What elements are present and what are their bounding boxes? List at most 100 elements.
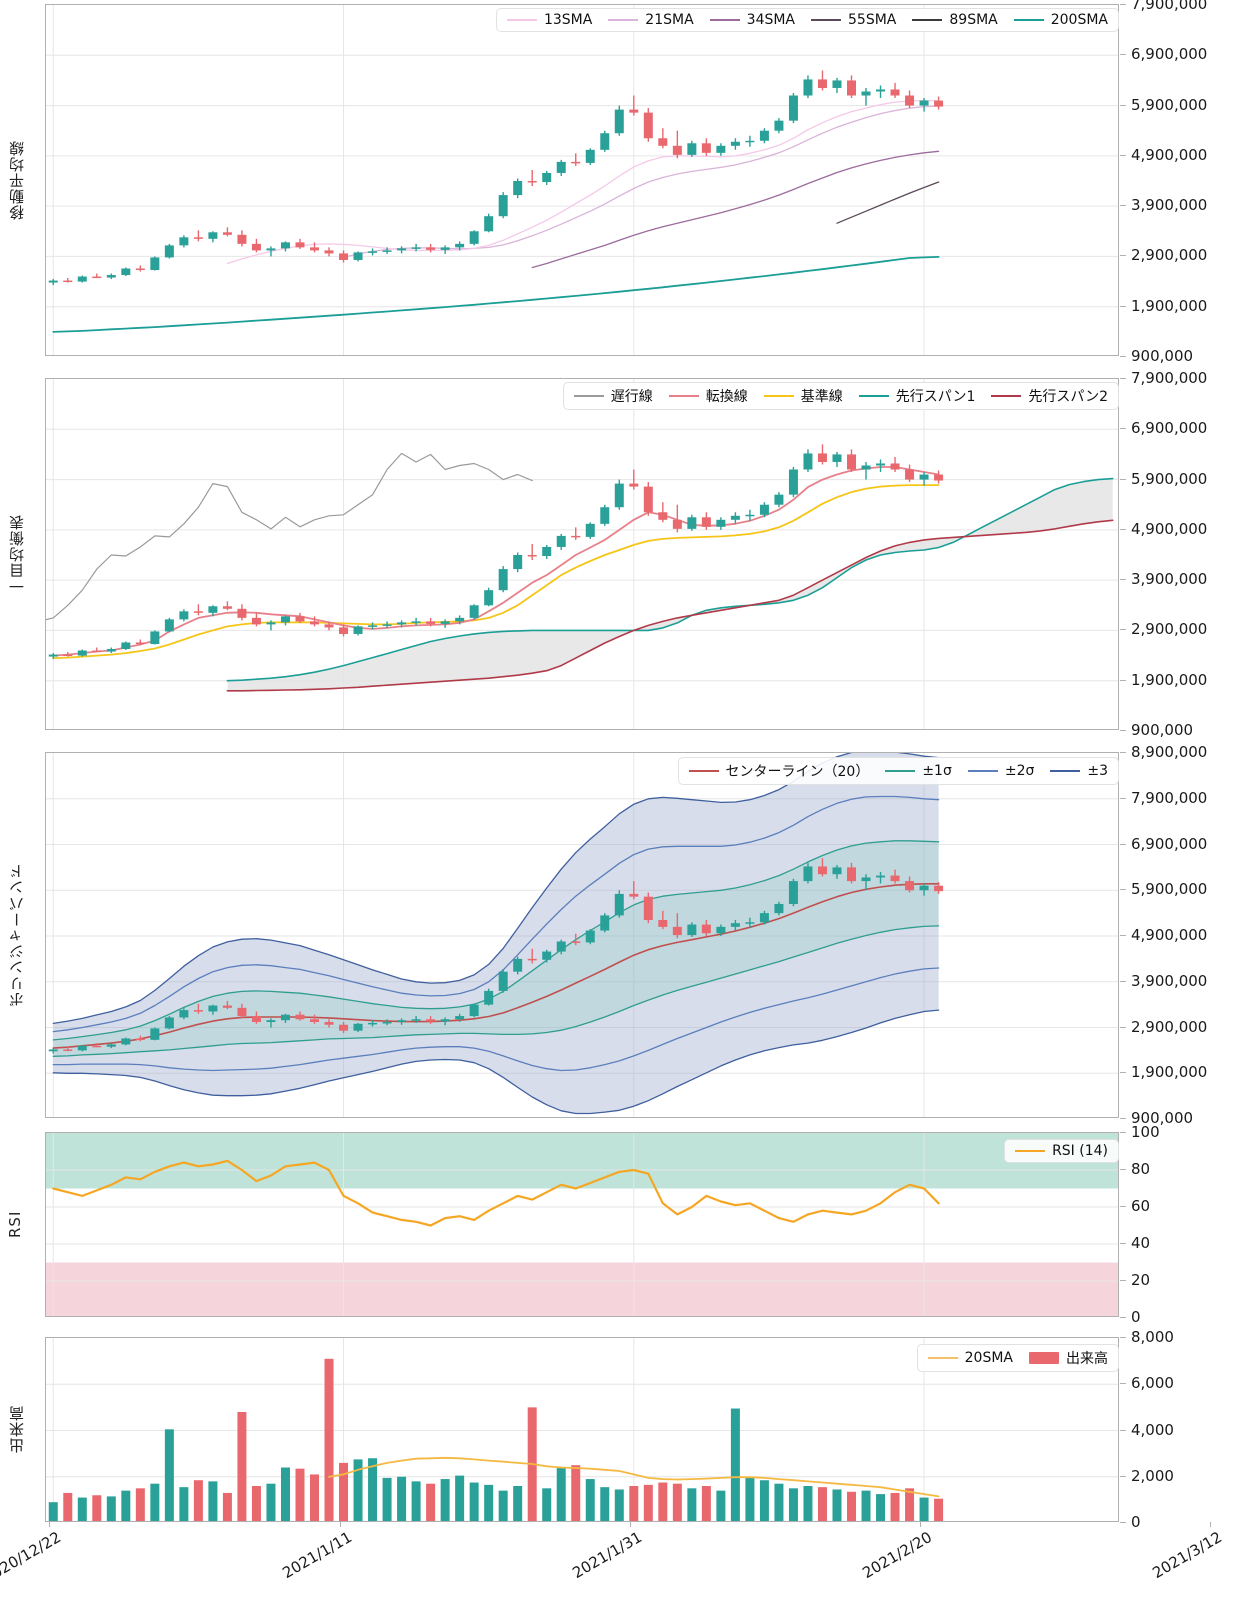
moving-average-y-tick: 5,900,000 [1131, 95, 1208, 114]
tick-mark [1120, 478, 1126, 480]
legend-label: ±1σ [922, 763, 952, 779]
rsi-y-axis-label: RSI [6, 1210, 24, 1239]
ichimoku-legend[interactable]: 遅行線 転換線 基準線 先行スパン1 先行スパン2 [562, 382, 1119, 410]
legend-item[interactable]: 200SMA [1013, 12, 1108, 28]
tick-mark [1120, 1243, 1126, 1244]
legend-label: 転換線 [705, 389, 748, 405]
tick-mark [1120, 305, 1126, 307]
bollinger-y-tick: 2,900,000 [1131, 1017, 1208, 1036]
legend-label: 13SMA [543, 12, 593, 28]
tick-mark [1120, 730, 1126, 731]
legend-item[interactable]: 21SMA [608, 12, 694, 28]
legend-swatch [763, 395, 794, 397]
moving-average-plot-area [45, 4, 1119, 356]
bollinger-y-tick: 3,900,000 [1131, 971, 1208, 990]
x-tick-mark [1210, 1522, 1212, 1527]
sma-legend[interactable]: 13SMA 21SMA 34SMA 55SMA 89SMA 200SMA [495, 8, 1119, 32]
legend-label: 先行スパン2 [1028, 389, 1108, 405]
legend-swatch [608, 19, 639, 21]
legend-label: ±2σ [1004, 763, 1035, 779]
ichimoku-y-tick: 3,900,000 [1131, 570, 1208, 589]
x-tick-mark [629, 1522, 631, 1527]
moving-average-y-tick: 3,900,000 [1131, 196, 1208, 215]
legend-item[interactable]: 遅行線 [573, 386, 653, 406]
legend-label: 34SMA [746, 12, 796, 28]
tick-mark [1120, 752, 1126, 753]
volume-legend[interactable]: 20SMA 出来高 [916, 1344, 1119, 1372]
tick-mark [1120, 1206, 1126, 1207]
tick-mark [1120, 1026, 1126, 1028]
legend-swatch [1029, 1352, 1059, 1364]
moving-average-y-tick: 1,900,000 [1131, 296, 1208, 315]
legend-swatch [1015, 1150, 1046, 1152]
legend-item[interactable]: ±2σ [967, 763, 1035, 779]
legend-item[interactable]: 34SMA [709, 12, 796, 28]
x-tick-mark [920, 1522, 922, 1527]
legend-item[interactable]: センターライン（20） [688, 761, 869, 781]
legend-swatch [912, 19, 943, 21]
legend-item[interactable]: 13SMA [506, 12, 593, 28]
tick-mark [1120, 528, 1126, 530]
rsi-y-tick: 20 [1131, 1271, 1151, 1289]
legend-item[interactable]: 基準線 [763, 386, 843, 406]
bollinger-y-tick: 6,900,000 [1131, 834, 1208, 853]
x-axis-tick-label: 2020/12/22 [0, 1528, 65, 1587]
ichimoku-y-axis-label: 一目均衡表 [8, 514, 26, 594]
bollinger-y-tick: 4,900,000 [1131, 926, 1208, 944]
legend-label: 出来高 [1066, 1351, 1108, 1367]
tick-mark [1120, 255, 1126, 257]
legend-swatch [967, 770, 998, 772]
bollinger-plot-area [45, 752, 1119, 1118]
legend-swatch [927, 1357, 958, 1359]
tick-mark [1120, 356, 1126, 357]
legend-label: 基準線 [800, 389, 843, 405]
ichimoku-y-tick: 4,900,000 [1131, 519, 1208, 538]
rsi-y-tick: 60 [1131, 1197, 1151, 1215]
tick-mark [1120, 579, 1126, 581]
legend-item[interactable]: 55SMA [811, 12, 896, 28]
tick-mark [1120, 1475, 1126, 1477]
x-tick-mark [49, 1522, 51, 1527]
rsi-y-tick: 100 [1131, 1123, 1160, 1141]
bollinger-legend[interactable]: センターライン（20） ±1σ ±2σ ±3 [677, 757, 1119, 785]
tick-mark [1120, 1169, 1126, 1170]
bollinger-y-axis-label: ボリンジャーバンド [8, 863, 26, 1007]
tick-mark [1120, 104, 1126, 106]
tick-mark [1120, 1132, 1126, 1133]
tick-mark [1120, 54, 1126, 56]
rsi-legend[interactable]: RSI (14) [1004, 1139, 1119, 1163]
legend-item[interactable]: RSI (14) [1015, 1143, 1108, 1159]
legend-item[interactable]: 89SMA [912, 12, 998, 28]
legend-item[interactable]: ±3 [1050, 763, 1108, 779]
tick-mark [1120, 205, 1126, 207]
tick-mark [1120, 1522, 1126, 1523]
tick-mark [1120, 843, 1126, 845]
tick-mark [1120, 1280, 1126, 1281]
tick-mark [1120, 1383, 1126, 1385]
x-axis-tick-label: 2021/2/20 [859, 1528, 936, 1583]
legend-label: 55SMA [848, 12, 897, 28]
tick-mark [1120, 378, 1126, 379]
legend-item[interactable]: 転換線 [668, 386, 748, 406]
legend-item[interactable]: 出来高 [1029, 1348, 1108, 1368]
tick-mark [1120, 679, 1126, 681]
ichimoku-y-tick: 7,900,000 [1131, 369, 1208, 387]
legend-item[interactable]: 先行スパン2 [991, 386, 1108, 406]
legend-swatch [688, 770, 719, 772]
legend-item[interactable]: ±1σ [885, 763, 952, 779]
ichimoku-y-tick: 5,900,000 [1131, 469, 1208, 488]
x-tick-mark [339, 1522, 341, 1527]
x-axis-tick-label: 2021/1/31 [569, 1528, 645, 1583]
legend-item[interactable]: 先行スパン1 [858, 386, 975, 406]
ichimoku-y-tick: 1,900,000 [1131, 670, 1208, 689]
legend-item[interactable]: 20SMA [927, 1350, 1013, 1366]
tick-mark [1120, 154, 1126, 156]
ichimoku-y-tick: 6,900,000 [1131, 419, 1208, 438]
legend-swatch [1050, 770, 1081, 772]
x-axis-tick-label: 2021/1/11 [278, 1528, 355, 1583]
tick-mark [1120, 980, 1126, 982]
tick-mark [1120, 1337, 1126, 1338]
tick-mark [1120, 797, 1126, 799]
bollinger-y-tick: 5,900,000 [1131, 880, 1208, 899]
